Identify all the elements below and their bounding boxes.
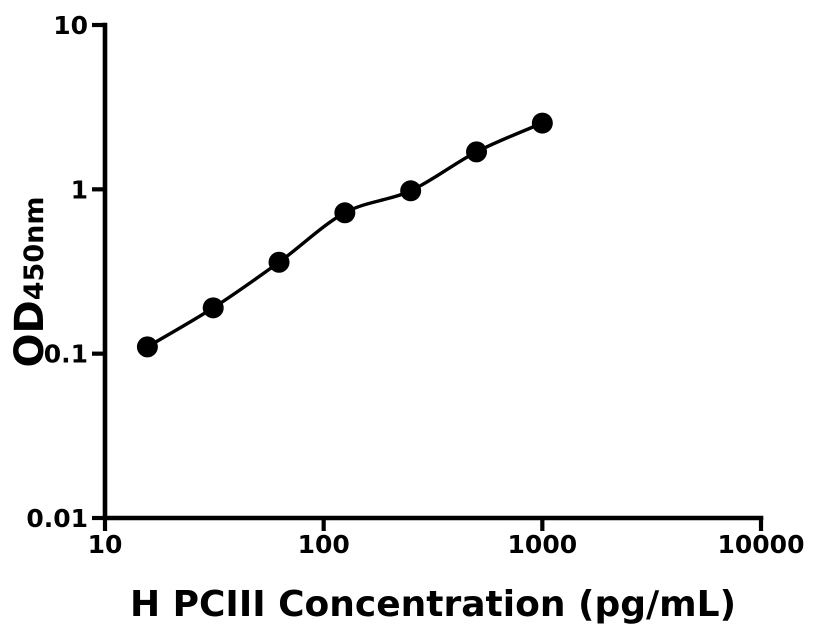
- data-point: [268, 251, 290, 273]
- y-tick-label: 0.1: [44, 340, 88, 369]
- y-axis-title-sub: 450nm: [19, 197, 50, 301]
- x-tick-label: 10000: [718, 530, 805, 559]
- x-tick-label: 100: [298, 530, 350, 559]
- y-tick-label: 1: [71, 175, 88, 204]
- y-tick-label: 0.01: [26, 504, 88, 533]
- x-tick-label: 1000: [508, 530, 578, 559]
- axis-spines: [102, 22, 764, 521]
- data-point: [531, 112, 553, 134]
- x-axis-title: H PCIII Concentration (pg/mL): [129, 584, 737, 625]
- data-point: [466, 141, 488, 163]
- y-axis-title-main: OD: [7, 300, 53, 367]
- data-point: [334, 202, 356, 224]
- y-axis-title: OD450nm: [7, 197, 53, 368]
- data-point: [202, 297, 224, 319]
- x-tick-label: 10: [88, 530, 123, 559]
- data-point: [136, 336, 158, 358]
- y-tick-label: 10: [53, 11, 88, 40]
- data-point: [400, 180, 422, 202]
